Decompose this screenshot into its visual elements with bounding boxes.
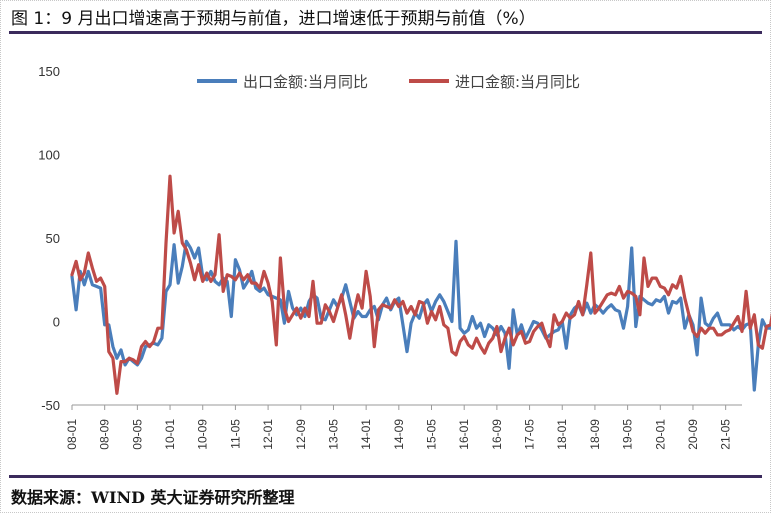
x-tick-label: 21-05 [719, 419, 733, 450]
x-tick-label: 10-01 [163, 419, 177, 450]
y-tick-label: 150 [38, 64, 60, 79]
title-rule [9, 31, 762, 34]
x-tick-label: 18-01 [555, 419, 569, 450]
x-tick-label: 12-09 [294, 419, 308, 450]
x-tick-label: 10-09 [196, 419, 210, 450]
figure-title: 图 1：9 月出口增速高于预期与前值，进口增速低于预期与前值（%） [11, 9, 536, 29]
x-tick-label: 18-09 [588, 419, 602, 450]
x-tick-label: 11-05 [228, 419, 242, 449]
x-tick-label: 19-05 [621, 419, 635, 450]
x-tick-label: 08-09 [98, 419, 112, 450]
x-tick-label: 14-01 [359, 419, 373, 450]
x-tick-label: 08-01 [65, 419, 79, 450]
legend: 出口金额:当月同比 进口金额:当月同比 [197, 73, 580, 91]
source-rule [9, 475, 762, 478]
series-line-import [70, 174, 771, 395]
x-tick-label: 17-05 [523, 419, 537, 450]
y-tick-label: 50 [46, 231, 60, 246]
series-lines [70, 174, 771, 395]
x-tick-label: 16-09 [490, 419, 504, 450]
legend-label-import: 进口金额:当月同比 [455, 73, 580, 91]
y-tick-label: -50 [41, 398, 60, 413]
data-source-note: 数据来源：WIND 英大证券研究所整理 [11, 488, 295, 507]
x-tick-label: 20-01 [653, 419, 667, 450]
y-tick-label: 0 [53, 315, 60, 330]
x-tick-label: 09-05 [130, 419, 144, 450]
x-tick-label: 14-09 [392, 419, 406, 450]
x-tick-label: 15-05 [425, 419, 439, 450]
x-tick-label: 16-01 [457, 419, 471, 450]
x-tick-label: 12-01 [261, 419, 275, 450]
axes: -50 0 50 100 150 08-01 08-09 09-05 10-01 10-09 11-… [38, 64, 742, 450]
y-tick-label: 100 [38, 148, 60, 163]
x-tick-label: 20-09 [686, 419, 700, 450]
legend-label-export: 出口金额:当月同比 [243, 73, 368, 91]
x-tick-label: 13-05 [326, 419, 340, 450]
series-line-export [70, 239, 771, 392]
